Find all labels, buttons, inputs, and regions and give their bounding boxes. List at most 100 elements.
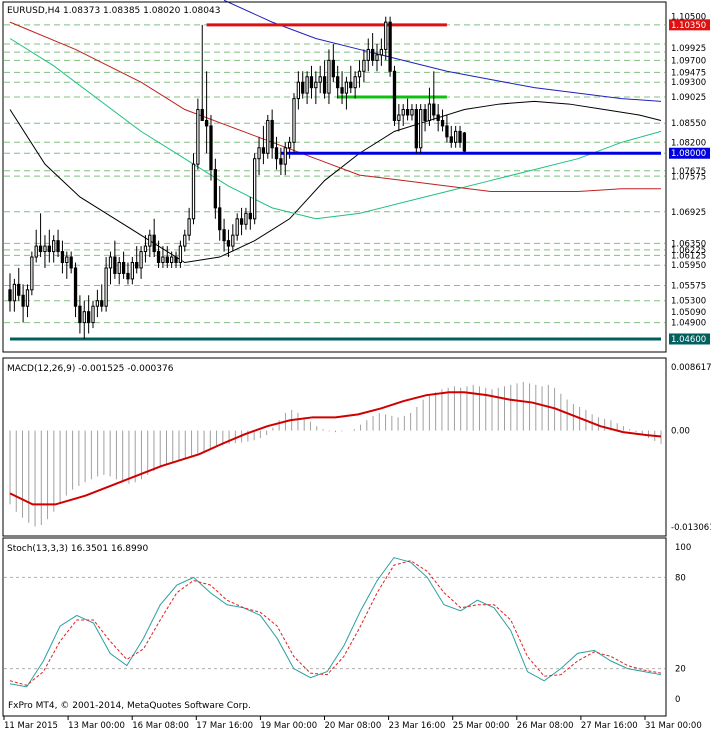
price-tick-label: 1.06125 (671, 252, 706, 262)
candle-body (100, 300, 104, 307)
candle-body (257, 147, 261, 160)
candle-body (200, 109, 204, 121)
stoch-tick-label: 0 (675, 695, 680, 705)
candle-body (449, 136, 453, 143)
candle-body (370, 48, 375, 61)
candle-body (458, 130, 462, 143)
candle-body (392, 70, 397, 121)
candle-body (309, 76, 314, 89)
price-tick-label: 1.09925 (671, 44, 706, 54)
candle-body (52, 240, 56, 253)
candle-body (187, 218, 191, 236)
candle-body (73, 267, 78, 307)
candle-body (86, 311, 91, 324)
symbol-title: EURUSD,H4 1.08373 1.08385 1.08020 1.0804… (7, 6, 220, 16)
stoch-line-1 (9, 560, 662, 686)
moving-average-1 (9, 38, 662, 220)
stoch-title: Stoch(13,3,3) 16.3501 16.8990 (7, 544, 148, 554)
candle-body (113, 256, 117, 274)
candle-body (427, 103, 432, 121)
time-tick-label: 13 Mar 00:00 (68, 721, 125, 731)
macd-tick-label: 0.00 (671, 427, 690, 437)
time-tick-label: 19 Mar 00:00 (260, 721, 317, 731)
candle-body (25, 289, 30, 307)
candle-body (204, 119, 209, 127)
macd-panel-frame (2, 357, 667, 537)
candle-body (65, 256, 69, 263)
main-panel-frame (2, 1, 667, 353)
candle-body (349, 81, 353, 89)
price-tick-label: 1.09025 (671, 93, 706, 103)
price-tick-label: 1.09475 (671, 69, 706, 79)
price-tick-label: 1.10500 (671, 13, 706, 23)
candle-body (314, 81, 318, 89)
moving-average-3 (223, 0, 662, 102)
candle-body (78, 305, 82, 324)
candle-body (414, 109, 418, 149)
candle-body (165, 256, 169, 263)
candle-body (156, 251, 161, 263)
candle-body (305, 76, 309, 94)
price-tick-label: 1.04900 (671, 319, 706, 329)
candle-body (462, 132, 467, 152)
candle-body (287, 141, 292, 149)
candle-body (47, 245, 51, 253)
candle-body (340, 87, 344, 94)
price-tick-label: 1.05090 (671, 308, 706, 318)
candle-body (121, 261, 126, 274)
price-tick-label: 1.08200 (671, 138, 706, 148)
price-tag-label: 1.08000 (671, 149, 706, 159)
candle-body (34, 245, 38, 258)
candle-body (301, 81, 305, 94)
horizontal-levels[interactable] (10, 23, 661, 341)
price-tag-label: 1.04600 (671, 335, 706, 345)
candle-body (366, 48, 370, 61)
candle-body (117, 261, 121, 274)
price-tick-label: 1.05575 (671, 282, 706, 292)
stoch-panel-frame (2, 537, 667, 717)
candle-body (274, 147, 279, 160)
stochastic-axis: 100 80 20 0 (675, 543, 691, 705)
candle-body (38, 245, 43, 253)
candle-body (357, 70, 362, 78)
candle-body (178, 245, 183, 263)
candle-body (108, 256, 113, 269)
macd-signal (9, 391, 662, 506)
candle-body (209, 125, 213, 171)
candle-body (95, 300, 100, 307)
candle-body (419, 109, 423, 149)
candle-body (322, 76, 327, 94)
candle-body (401, 109, 405, 116)
candle-body (231, 234, 235, 247)
candle-body (239, 218, 244, 225)
candle-body (440, 119, 445, 127)
stoch-tick-label: 80 (675, 573, 686, 583)
candle-body (270, 119, 274, 149)
time-tick-label: 23 Mar 16:00 (389, 721, 446, 731)
candle-body (244, 212, 248, 225)
candle-body (445, 125, 449, 138)
candle-body (292, 98, 296, 143)
candle-body (218, 207, 222, 231)
time-tick-label: 26 Mar 08:00 (517, 721, 574, 731)
candle-body (82, 311, 86, 324)
price-tick-label: 1.08550 (671, 119, 706, 129)
candle-body (248, 212, 252, 220)
candle-body (226, 240, 231, 247)
candle-body (30, 256, 34, 291)
stoch-tick-label: 20 (675, 665, 686, 675)
candle-body (174, 256, 178, 263)
candle-body (384, 21, 388, 50)
candle-body (152, 234, 156, 253)
time-axis: 11 Mar 2015 13 Mar 00:00 16 Mar 08:00 17 Ma… (3, 716, 702, 731)
price-tick-label: 1.07675 (671, 167, 706, 177)
candle-body (423, 109, 427, 121)
candle-body (318, 76, 322, 83)
price-tag-bg (669, 19, 710, 31)
candle-body (91, 305, 95, 324)
candle-body (183, 234, 187, 247)
macd-axis: 0.008617 0.00 -0.013061 (671, 363, 711, 533)
candle-body (296, 81, 301, 100)
